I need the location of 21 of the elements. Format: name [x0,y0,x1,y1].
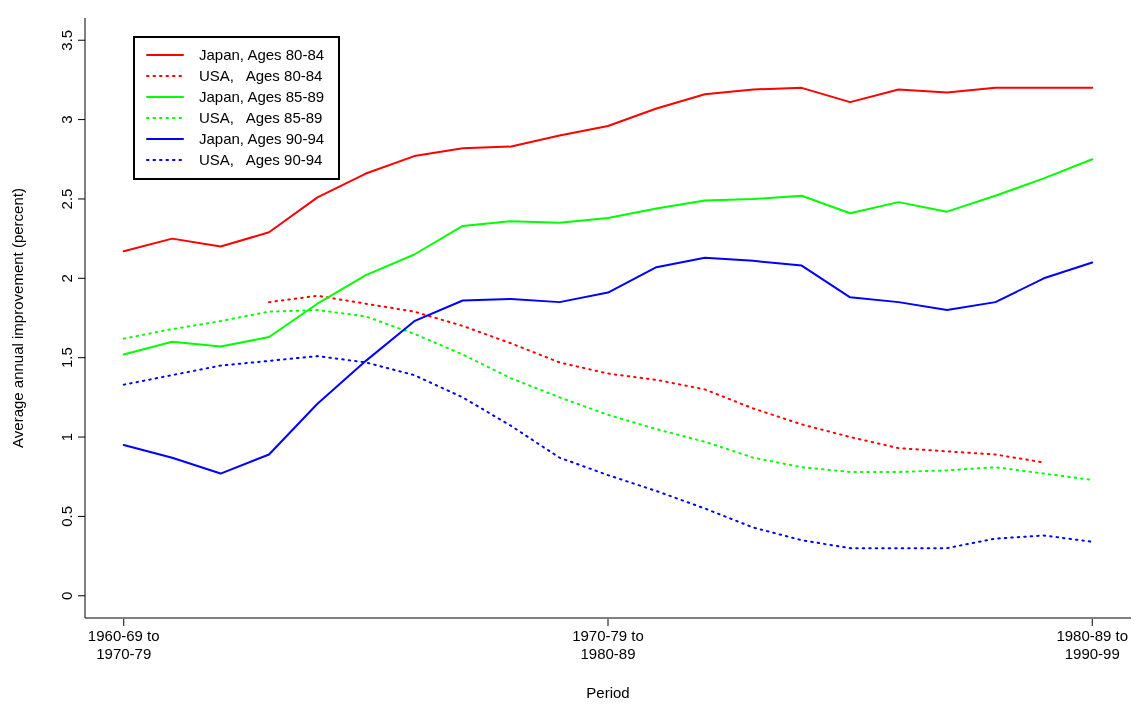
y-tick-label: 1 [58,432,75,442]
x-tick-label: 1960-69 to 1970-79 [87,627,160,662]
line-series [268,294,1045,464]
legend-label: Japan, Ages 85-89 [199,88,325,105]
y-axis-title: Average annual improvement (percent) [9,188,27,448]
legend-label: USA, Ages 85-89 [199,109,323,126]
legend-label: Japan, Ages 90-94 [199,130,325,147]
x-tick-label: 1970-79 to 1980-89 [572,627,644,662]
legend-label: Japan, Ages 80-84 [199,46,325,63]
y-tick-label: 3.5 [58,29,75,51]
legend-label: USA, Ages 90-94 [199,151,323,168]
x-axis-title: Period [586,684,630,701]
y-tick-label: 2 [58,274,75,283]
legend-label: USA, Ages 80-84 [199,67,323,84]
y-tick-label: 0.5 [58,505,75,527]
line-series [122,86,1094,253]
y-tick-label: 2.5 [58,188,75,210]
y-tick-label: 1.5 [58,347,75,369]
y-tick-label: 3 [58,115,75,124]
x-tick-label: 1980-89 to 1990-99 [1056,627,1129,662]
y-tick-label: 0 [58,591,75,600]
